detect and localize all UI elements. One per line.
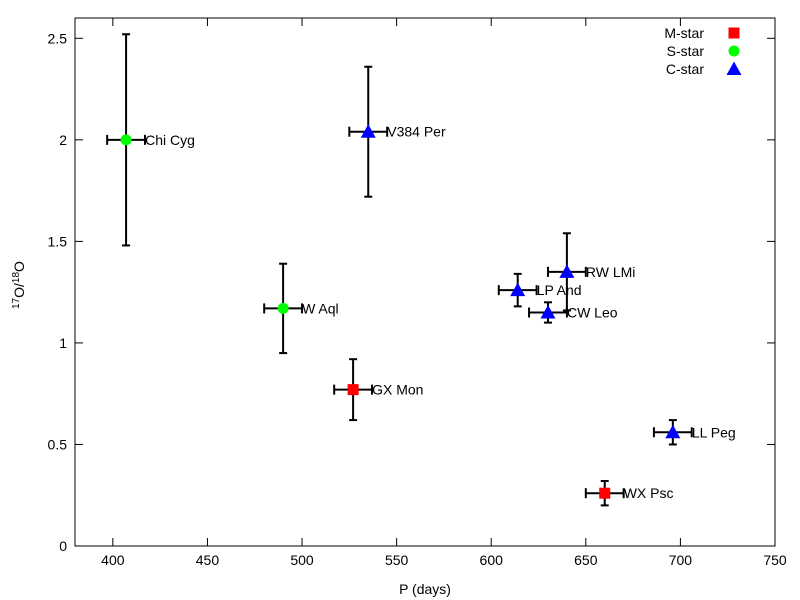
y-tick-label: 0.5: [48, 436, 68, 452]
point-label-wx-psc: WX Psc: [624, 485, 674, 501]
series-s-star: Chi Cyg W Aql: [106, 33, 339, 355]
point-label-gx-mon: GX Mon: [372, 382, 423, 398]
legend-marker-s-star: [728, 45, 740, 57]
y-tick-label: 0: [59, 538, 67, 554]
legend-marker-c-star: [726, 61, 742, 75]
point-rw-lmi: [559, 264, 575, 278]
point-v384-per: [360, 124, 376, 138]
point-label-cw-leo: CW Leo: [567, 304, 618, 320]
y-tick-label: 2: [59, 132, 67, 148]
x-axis-title: P (days): [399, 581, 451, 597]
x-tick-label: 550: [385, 552, 409, 568]
x-tick-label: 650: [574, 552, 598, 568]
y-axis-title-mid: O/: [11, 283, 27, 298]
legend-label-c-star: C-star: [666, 61, 704, 77]
y-tick-label: 2.5: [48, 30, 68, 46]
point-lp-and: [510, 282, 526, 297]
legend: M-star S-star C-star: [664, 25, 742, 77]
x-tick-label: 450: [196, 552, 220, 568]
y-axis-title-sup2: 18: [11, 271, 22, 283]
point-cw-leo: [540, 304, 556, 319]
y-tick-label: 1.5: [48, 233, 68, 249]
x-tick-label: 500: [290, 552, 314, 568]
y-axis-title: 17O/18O: [11, 261, 27, 309]
axes-layer: 400 450 500 550 600 650 700 750 0 0.5 1 1.5 2 2.5: [48, 17, 787, 568]
y-axis-title-base: O: [11, 261, 27, 272]
x-tick-label: 700: [669, 552, 693, 568]
point-label-w-aql: W Aql: [302, 300, 339, 316]
series-m-star: GX Mon WX Psc: [333, 358, 674, 507]
x-tick-label: 400: [101, 552, 125, 568]
data-layer: GX Mon WX Psc Chi Cyg W Aql V384 Per LP AndRW…: [106, 33, 736, 507]
point-label-rw-lmi: RW LMi: [586, 264, 636, 280]
point-label-lp-and: LP And: [537, 282, 582, 298]
legend-label-s-star: S-star: [667, 43, 705, 59]
legend-label-m-star: M-star: [664, 25, 704, 41]
point-gx-mon: [347, 384, 359, 396]
x-tick-label: 600: [480, 552, 504, 568]
plot-frame: [74, 17, 776, 547]
y-tick-label: 1: [59, 335, 67, 351]
point-label-v384-per: V384 Per: [387, 124, 446, 140]
point-chi-cyg: [120, 134, 132, 146]
x-tick-label: 750: [763, 552, 787, 568]
point-label-ll-peg: LL Peg: [692, 424, 736, 440]
point-wx-psc: [599, 487, 611, 499]
point-label-chi-cyg: Chi Cyg: [145, 132, 195, 148]
point-w-aql: [277, 302, 289, 314]
y-axis-title-sup1: 17: [11, 297, 22, 309]
point-ll-peg: [665, 424, 681, 439]
legend-marker-m-star: [728, 27, 740, 39]
